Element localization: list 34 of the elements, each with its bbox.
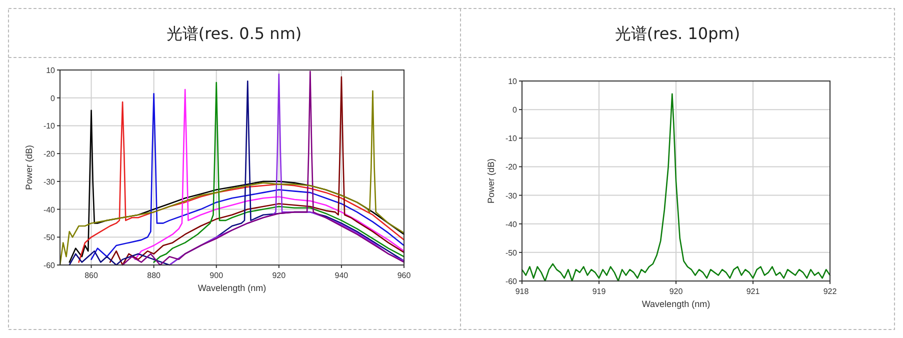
y-axis-title: Power (dB) [486, 158, 496, 204]
x-tick-label: 960 [397, 271, 412, 280]
x-tick-label: 920 [272, 271, 286, 280]
y-tick-label: -50 [505, 248, 518, 258]
y-tick-label: -30 [43, 177, 56, 186]
x-tick-label: 940 [334, 271, 349, 280]
y-tick-label: -60 [43, 261, 56, 270]
x-tick-label: 922 [823, 287, 838, 296]
y-tick-label: -20 [505, 162, 518, 172]
line-series [521, 93, 831, 282]
y-tick-label: -30 [505, 191, 518, 200]
x-tick-label: 918 [515, 287, 530, 296]
y-tick-label: -40 [43, 205, 56, 214]
y-tick-label: -10 [505, 134, 518, 144]
x-tick-label: 880 [147, 271, 162, 280]
y-tick-label: 0 [50, 94, 56, 103]
y-tick-label: -20 [43, 150, 56, 159]
chart-title: 光谱(res. 0.5 nm) [166, 24, 302, 43]
x-tick-label: 919 [592, 287, 606, 296]
y-tick-label: -50 [43, 233, 56, 242]
x-tick-label: 921 [746, 287, 760, 296]
x-tick-label: 920 [669, 287, 684, 296]
y-axis-title: Power (dB) [24, 144, 34, 190]
x-axis-title: Wavelength (nm) [642, 299, 710, 309]
y-tick-label: -60 [505, 277, 518, 286]
chart-title: 光谱(res. 10pm) [614, 24, 740, 43]
y-tick-label: 10 [46, 66, 56, 75]
y-tick-label: 0 [512, 106, 518, 115]
x-tick-label: 900 [210, 271, 224, 280]
x-axis-title: Wavelength (nm) [198, 283, 266, 293]
x-tick-label: 860 [84, 271, 98, 280]
y-tick-label: -40 [505, 220, 518, 229]
y-tick-label: 10 [508, 77, 518, 86]
y-tick-label: -10 [43, 122, 56, 131]
